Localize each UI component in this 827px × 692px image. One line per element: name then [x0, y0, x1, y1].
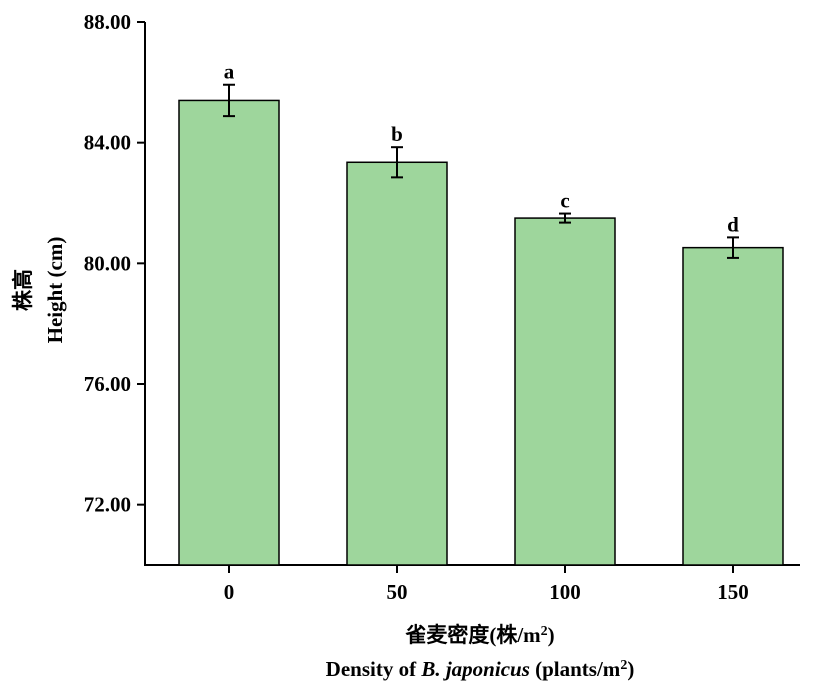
x-axis-label: 雀麦密度(株/m2) [404, 623, 554, 647]
x-tick-label: 150 [717, 580, 749, 604]
x-axis-label-part: Density of [326, 657, 422, 681]
x-axis-label-part: B. japonicus [420, 657, 530, 681]
bar [178, 99, 280, 566]
y-axis-label: Height (cm) [43, 237, 67, 344]
significance-label: c [560, 189, 569, 213]
x-axis-label-part: (plants/m [530, 657, 621, 681]
x-tick-label: 0 [224, 580, 235, 604]
error-bar [727, 236, 739, 259]
bar [682, 246, 784, 566]
x-axis-label-part: 雀麦密度(株/m [404, 623, 541, 647]
x-axis-label-part: ) [627, 657, 634, 681]
y-axis-label: 株高 [11, 269, 35, 311]
significance-label: b [391, 122, 403, 146]
y-tick-label: 84.00 [84, 131, 131, 155]
bar [514, 217, 616, 566]
y-tick-label: 88.00 [84, 10, 131, 34]
error-bar [223, 83, 235, 118]
error-bar [559, 212, 571, 224]
x-tick-label: 100 [549, 580, 581, 604]
y-tick-label: 72.00 [84, 493, 131, 517]
x-axis-label-part: 2 [620, 658, 627, 673]
x-axis-label: Density of B. japonicus (plants/m2) [326, 657, 635, 681]
significance-label: a [224, 60, 235, 84]
y-tick-label: 76.00 [84, 372, 131, 396]
x-axis-label-part: ) [548, 623, 555, 647]
significance-label: d [727, 212, 739, 236]
y-tick-label: 80.00 [84, 251, 131, 275]
x-axis-label-part: 2 [541, 624, 548, 639]
bar [346, 161, 448, 566]
x-tick-label: 50 [387, 580, 408, 604]
error-bar [391, 146, 403, 179]
